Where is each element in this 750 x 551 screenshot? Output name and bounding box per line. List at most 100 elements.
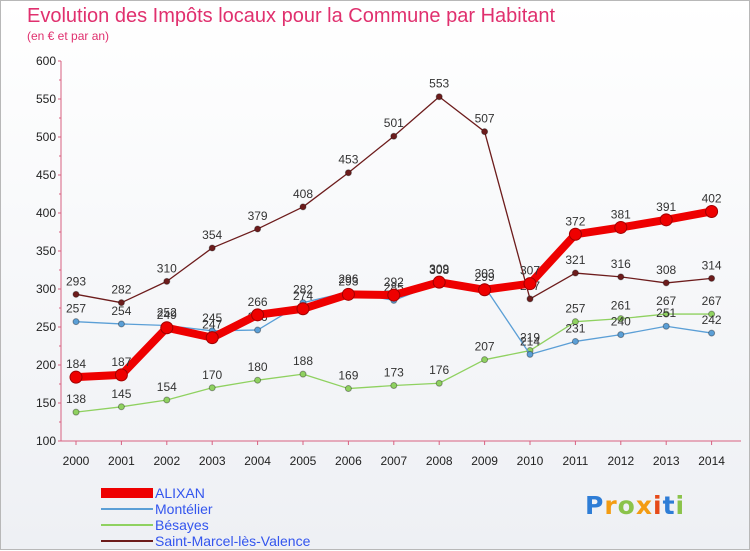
data-point [614,220,628,234]
y-tick-label: 350 [36,244,56,258]
data-point [705,204,719,218]
x-tick-label: 2008 [426,454,453,468]
data-label: 257 [565,302,585,316]
data-label: 231 [565,321,585,335]
data-point [571,269,579,277]
data-label: 254 [111,304,131,318]
data-point [160,321,174,335]
y-tick-label: 100 [36,434,56,448]
legend-label-alixan: ALIXAN [155,485,205,501]
x-tick-label: 2014 [698,454,725,468]
legend-swatch-montelier [101,508,153,510]
data-label: 251 [656,306,676,320]
x-tick-label: 2011 [562,454,588,468]
logo-letter: i [675,491,686,520]
x-tick-label: 2012 [607,454,634,468]
legend-item-saint-marcel[interactable]: Saint-Marcel-lès-Valence [101,533,310,549]
logo-letter: t [662,491,676,520]
proxiti-logo: Proxiti [585,491,685,520]
data-label: 180 [248,360,268,374]
data-point [708,329,716,337]
data-label: 296 [338,272,358,286]
data-point [72,318,80,326]
x-tick-label: 2006 [335,454,362,468]
x-tick-label: 2010 [517,454,544,468]
data-point [251,308,265,322]
y-tick-label: 400 [36,206,56,220]
data-label: 187 [111,355,131,369]
data-label: 242 [702,313,722,327]
legend-item-alixan[interactable]: ALIXAN [101,485,310,501]
data-label: 138 [66,392,86,406]
data-label: 169 [338,369,358,383]
x-tick-label: 2001 [108,454,135,468]
data-label: 379 [248,209,268,223]
data-point [296,302,310,316]
data-label: 501 [384,116,404,130]
data-label: 402 [702,191,722,205]
data-label: 308 [429,263,449,277]
data-point [341,287,355,301]
legend-label-besayes: Bésayes [155,517,209,533]
data-label: 310 [157,261,177,275]
data-label: 214 [520,334,540,348]
data-point [708,310,716,318]
legend-swatch-alixan [101,488,153,498]
data-label: 170 [202,368,222,382]
data-label: 381 [611,207,631,221]
y-tick-label: 150 [36,396,56,410]
data-point [69,370,83,384]
data-point [571,318,579,326]
data-label: 282 [293,283,313,297]
data-label: 173 [384,366,404,380]
data-point [254,376,262,384]
data-point [390,382,398,390]
x-tick-label: 2009 [471,454,498,468]
data-label: 293 [66,274,86,288]
data-point [523,277,537,291]
data-label: 354 [202,228,222,242]
legend-item-besayes[interactable]: Bésayes [101,517,310,533]
data-label: 257 [66,302,86,316]
data-point [72,408,80,416]
data-label: 303 [475,267,495,281]
data-point [526,350,534,358]
data-point [435,379,443,387]
x-tick-label: 2007 [380,454,407,468]
data-point [432,275,446,289]
data-label: 219 [520,331,540,345]
data-point [163,277,171,285]
data-label: 299 [475,270,495,284]
data-point [254,225,262,233]
data-label: 293 [338,274,358,288]
data-point [617,273,625,281]
x-tick-label: 2000 [63,454,90,468]
y-tick-label: 600 [36,54,56,68]
legend-swatch-saint-marcel [101,540,153,542]
data-label: 247 [202,318,222,332]
legend-label-montelier: Montélier [155,501,213,517]
data-point [617,315,625,323]
data-label: 176 [429,363,449,377]
data-point [344,169,352,177]
y-tick-label: 550 [36,92,56,106]
data-label: 261 [611,299,631,313]
legend: ALIXAN Montélier Bésayes Saint-Marcel-lè… [101,485,310,549]
data-point [208,244,216,252]
data-point [571,337,579,345]
data-label: 245 [202,311,222,325]
data-point [117,403,125,411]
y-tick-label: 250 [36,320,56,334]
legend-item-montelier[interactable]: Montélier [101,501,310,517]
data-label: 252 [157,305,177,319]
data-point [708,274,716,282]
data-label: 316 [611,257,631,271]
data-point [662,322,670,330]
data-point [659,213,673,227]
data-label: 282 [111,283,131,297]
data-label: 154 [157,380,177,394]
data-point [526,295,534,303]
x-tick-label: 2002 [153,454,180,468]
y-tick-label: 200 [36,358,56,372]
